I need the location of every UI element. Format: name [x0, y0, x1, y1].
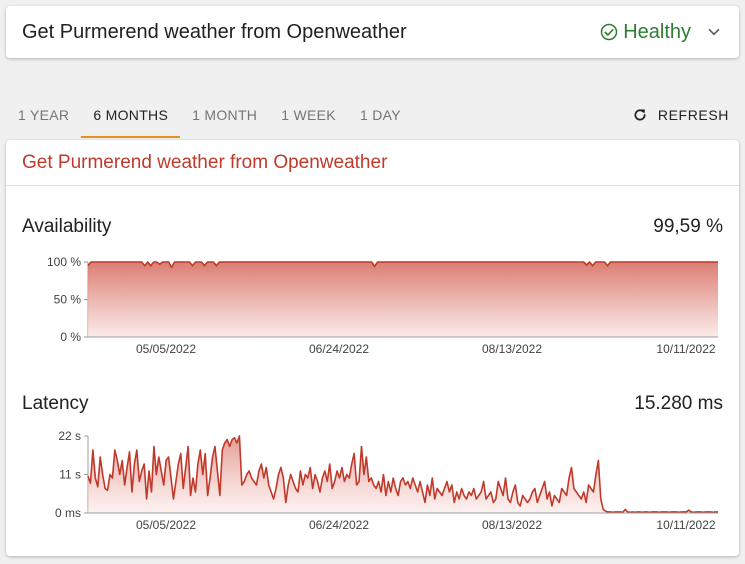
y-tick-label: 50 % [54, 293, 82, 307]
refresh-icon [634, 109, 646, 121]
tab-1-year[interactable]: 1 YEAR [18, 107, 70, 123]
y-tick-label: 11 s [59, 468, 81, 482]
status-label: Healthy [623, 20, 691, 43]
latency-value: 15.280 ms [634, 393, 723, 414]
x-tick-label: 08/13/2022 [482, 518, 542, 532]
availability-header: Availability 99,59 % [22, 216, 723, 238]
check-title: Get Purmerend weather from Openweather [22, 20, 407, 43]
series-line [87, 261, 718, 269]
series-line [87, 435, 718, 514]
availability-chart: 0 % 50 % 100 % 05/05/2022 06/24/2022 08/13/20… [47, 255, 718, 356]
x-tick-label: 10/11/2022 [656, 342, 715, 356]
y-tick-label: 100 % [47, 255, 81, 269]
x-tick-label: 05/05/2022 [136, 342, 196, 356]
tab-6-months[interactable]: 6 MONTHS [81, 92, 180, 138]
y-tick-label: 0 % [60, 330, 81, 344]
series-area [88, 436, 718, 513]
check-detail-card: Get Purmerend weather from Openweather A… [6, 140, 739, 556]
tab-1-day[interactable]: 1 DAY [359, 107, 401, 123]
tab-1-week[interactable]: 1 WEEK [281, 107, 336, 123]
time-range-tabs: 1 YEAR 6 MONTHS 1 MONTH 1 WEEK 1 DAY REF… [6, 92, 739, 138]
series-area [88, 262, 718, 337]
y-tick-label: 22 s [58, 429, 81, 443]
x-tick-label: 05/05/2022 [136, 518, 196, 532]
refresh-label: REFRESH [657, 107, 729, 123]
x-tick-label: 06/24/2022 [309, 342, 369, 356]
card-title: Get Purmerend weather from Openweather [6, 140, 739, 186]
refresh-button[interactable]: REFRESH [632, 107, 739, 123]
latency-header: Latency 15.280 ms [22, 393, 723, 415]
x-tick-label: 10/11/2022 [656, 518, 715, 532]
x-tick-label: 08/13/2022 [482, 342, 542, 356]
tab-1-month[interactable]: 1 MONTH [192, 107, 258, 123]
latency-label: Latency [22, 393, 89, 414]
y-tick-label: 0 ms [55, 506, 81, 520]
x-tick-label: 06/24/2022 [309, 518, 369, 532]
availability-label: Availability [22, 216, 112, 237]
expand-button[interactable] [705, 23, 723, 41]
check-circle-icon [600, 23, 618, 41]
check-header-card[interactable]: Get Purmerend weather from Openweather H… [6, 6, 739, 58]
status-badge[interactable]: Healthy [600, 21, 691, 44]
availability-value: 99,59 % [653, 216, 723, 237]
chevron-down-icon [708, 28, 720, 36]
latency-chart: 0 ms 11 s 22 s 05/05/2022 06/24/2022 08/13/20… [55, 429, 718, 532]
